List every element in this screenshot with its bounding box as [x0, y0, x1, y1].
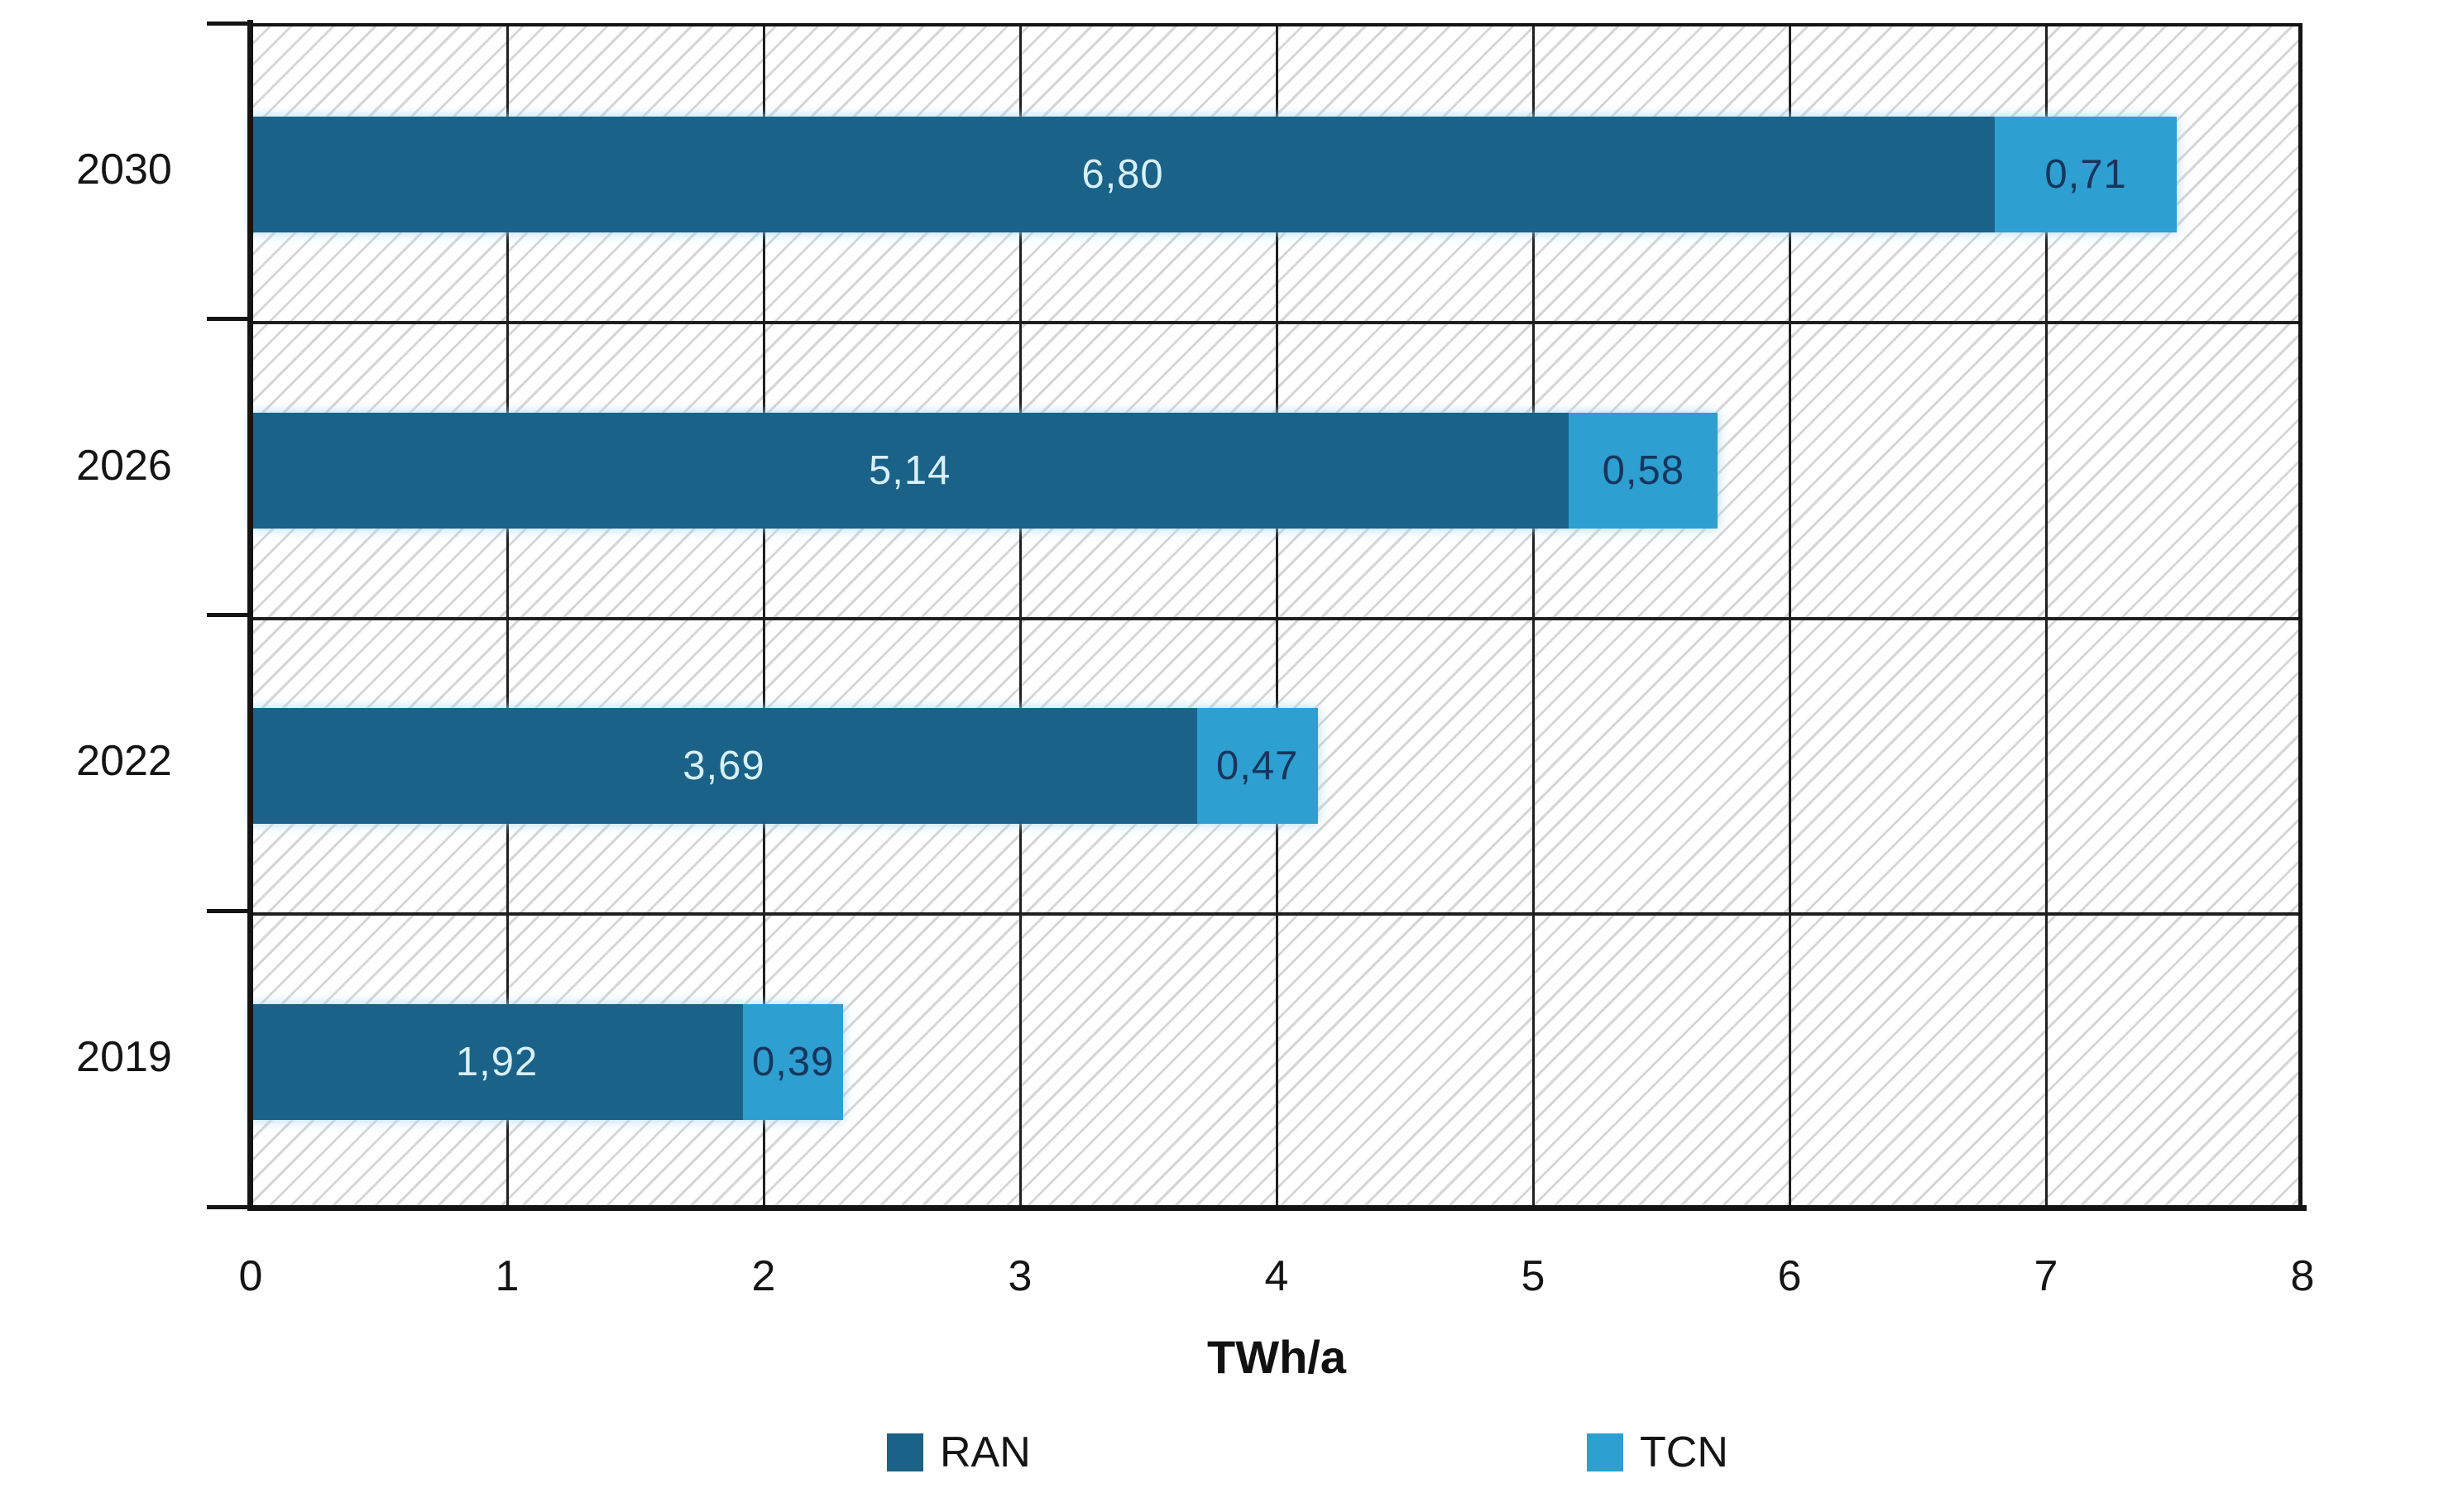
x-tick-label: 7	[2034, 1252, 2058, 1300]
gridline-horizontal	[251, 320, 2298, 324]
x-axis-line	[247, 1205, 2307, 1211]
legend-label: TCN	[1640, 1428, 1728, 1476]
x-axis-title: TWh/a	[1207, 1331, 1346, 1383]
y-axis-tick	[207, 1204, 250, 1209]
bar-value-label: 1,92	[455, 1040, 539, 1085]
x-tick-label: 6	[1777, 1252, 1802, 1300]
gridline-horizontal	[251, 616, 2298, 620]
bar-value-label: 3,69	[683, 744, 765, 789]
bar-value-label: 6,80	[1081, 151, 1164, 197]
y-axis-label: 2019	[76, 1033, 172, 1082]
bar-value-label: 0,47	[1216, 744, 1299, 789]
legend-item-tcn[interactable]: TCN	[1587, 1428, 1728, 1477]
bar-row: 6,80 0,71	[251, 116, 2178, 232]
bar-row: 5,14 0,58	[251, 412, 1718, 529]
bar-segment-ran[interactable]: 3,69	[251, 708, 1197, 825]
legend-label: RAN	[940, 1428, 1031, 1476]
bar-segment-ran[interactable]: 1,92	[251, 1004, 744, 1121]
x-tick-label: 8	[2290, 1252, 2315, 1300]
x-tick-label: 2	[751, 1252, 776, 1300]
y-axis-line	[247, 20, 253, 1211]
y-axis-tick	[207, 613, 250, 617]
bar-row: 3,69 0,47	[251, 708, 1318, 825]
x-tick-label: 5	[1521, 1252, 1545, 1300]
bar-segment-tcn[interactable]: 0,39	[743, 1004, 844, 1121]
x-tick-label: 1	[495, 1252, 520, 1300]
y-axis-tick	[207, 21, 250, 26]
x-tick-label: 0	[238, 1252, 263, 1300]
y-axis-label: 2022	[76, 737, 172, 786]
bar-segment-ran[interactable]: 6,80	[251, 116, 1995, 232]
x-tick-label: 4	[1264, 1252, 1289, 1300]
legend-swatch-tcn-icon	[1587, 1433, 1623, 1471]
bar-value-label: 0,71	[2044, 151, 2127, 197]
plot-area: 6,80 0,71 5,14 0,58 3,69 0,47 1,92	[251, 23, 2302, 1207]
legend-swatch-ran-icon	[887, 1433, 923, 1471]
gridline-horizontal	[251, 912, 2298, 916]
y-axis-tick	[207, 908, 250, 913]
x-tick-label: 3	[1008, 1252, 1033, 1300]
bar-value-label: 0,39	[751, 1040, 835, 1085]
bar-segment-tcn[interactable]: 0,47	[1196, 708, 1318, 825]
bar-value-label: 5,14	[869, 447, 951, 493]
y-axis-label: 2026	[76, 441, 172, 490]
bar-segment-tcn[interactable]: 0,71	[1995, 116, 2178, 232]
legend-item-ran[interactable]: RAN	[887, 1428, 1031, 1477]
y-axis-label: 2030	[76, 145, 172, 194]
bar-segment-ran[interactable]: 5,14	[251, 412, 1569, 529]
y-axis-tick	[207, 317, 250, 322]
bar-segment-tcn[interactable]: 0,58	[1569, 412, 1718, 529]
bar-value-label: 0,58	[1602, 447, 1684, 493]
bar-row: 1,92 0,39	[251, 1004, 844, 1121]
